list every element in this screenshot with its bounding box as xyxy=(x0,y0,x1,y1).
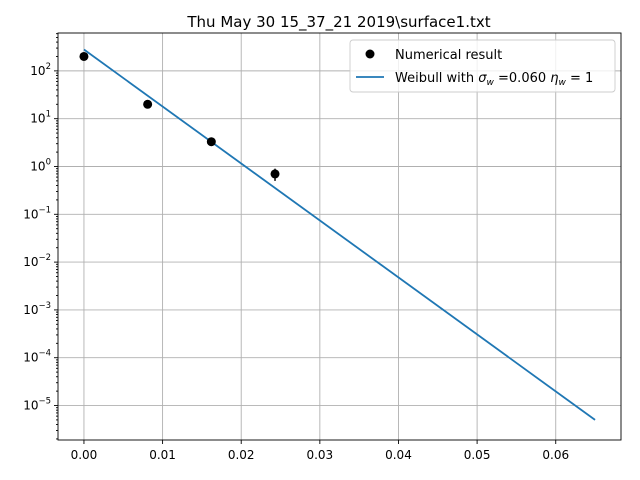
plot-frame xyxy=(57,32,622,441)
legend-weibull-eta-sub: w xyxy=(559,78,567,88)
legend-box xyxy=(349,39,616,93)
series-weibull-line xyxy=(83,48,596,421)
x-tick-label: 0.05 xyxy=(464,448,491,462)
data-point xyxy=(206,137,216,147)
legend-label-numerical: Numerical result xyxy=(395,48,502,63)
legend-weibull-mid: =0.060 xyxy=(494,71,550,86)
y-tick-label: 102 xyxy=(30,62,51,78)
x-tick-label: 0.03 xyxy=(306,448,333,462)
legend-weibull-prefix: Weibull with xyxy=(395,71,478,86)
chart-title: Thu May 30 15_37_21 2019\surface1.txt xyxy=(186,13,490,32)
x-tick-label: 0.00 xyxy=(71,448,98,462)
x-axis: 0.00 0.01 0.02 0.03 0.04 0.05 0.06 xyxy=(71,440,569,462)
y-tick-label: 10−4 xyxy=(23,349,51,365)
legend-weibull-sigma: σ xyxy=(478,71,487,86)
legend-marker-numerical xyxy=(365,49,375,59)
x-tick-label: 0.04 xyxy=(385,448,412,462)
weibull-line xyxy=(83,48,596,421)
y-tick-label: 10−1 xyxy=(23,205,51,221)
series-numerical-points xyxy=(79,51,280,181)
grid xyxy=(58,33,621,440)
y-tick-label: 10−5 xyxy=(23,397,51,413)
data-point xyxy=(270,169,280,179)
x-tick-label: 0.06 xyxy=(542,448,569,462)
data-point xyxy=(143,99,153,109)
x-tick-label: 0.01 xyxy=(149,448,176,462)
data-point xyxy=(79,51,89,61)
legend-weibull-suffix: = 1 xyxy=(566,71,593,86)
legend-label-weibull: Weibull with σw =0.060 ηw = 1 xyxy=(395,71,593,88)
legend: Numerical result Weibull with σw =0.060 … xyxy=(349,39,616,93)
legend-weibull-eta: η xyxy=(550,71,558,86)
x-tick-label: 0.02 xyxy=(228,448,255,462)
y-tick-label: 10−3 xyxy=(23,301,51,317)
legend-weibull-sigma-sub: w xyxy=(487,78,495,88)
y-tick-label: 10−2 xyxy=(23,253,51,269)
y-tick-label: 100 xyxy=(30,157,51,173)
y-tick-label: 101 xyxy=(30,110,51,126)
y-axis: 102 101 100 10−1 10−2 10−3 10−4 10−5 xyxy=(23,33,58,440)
